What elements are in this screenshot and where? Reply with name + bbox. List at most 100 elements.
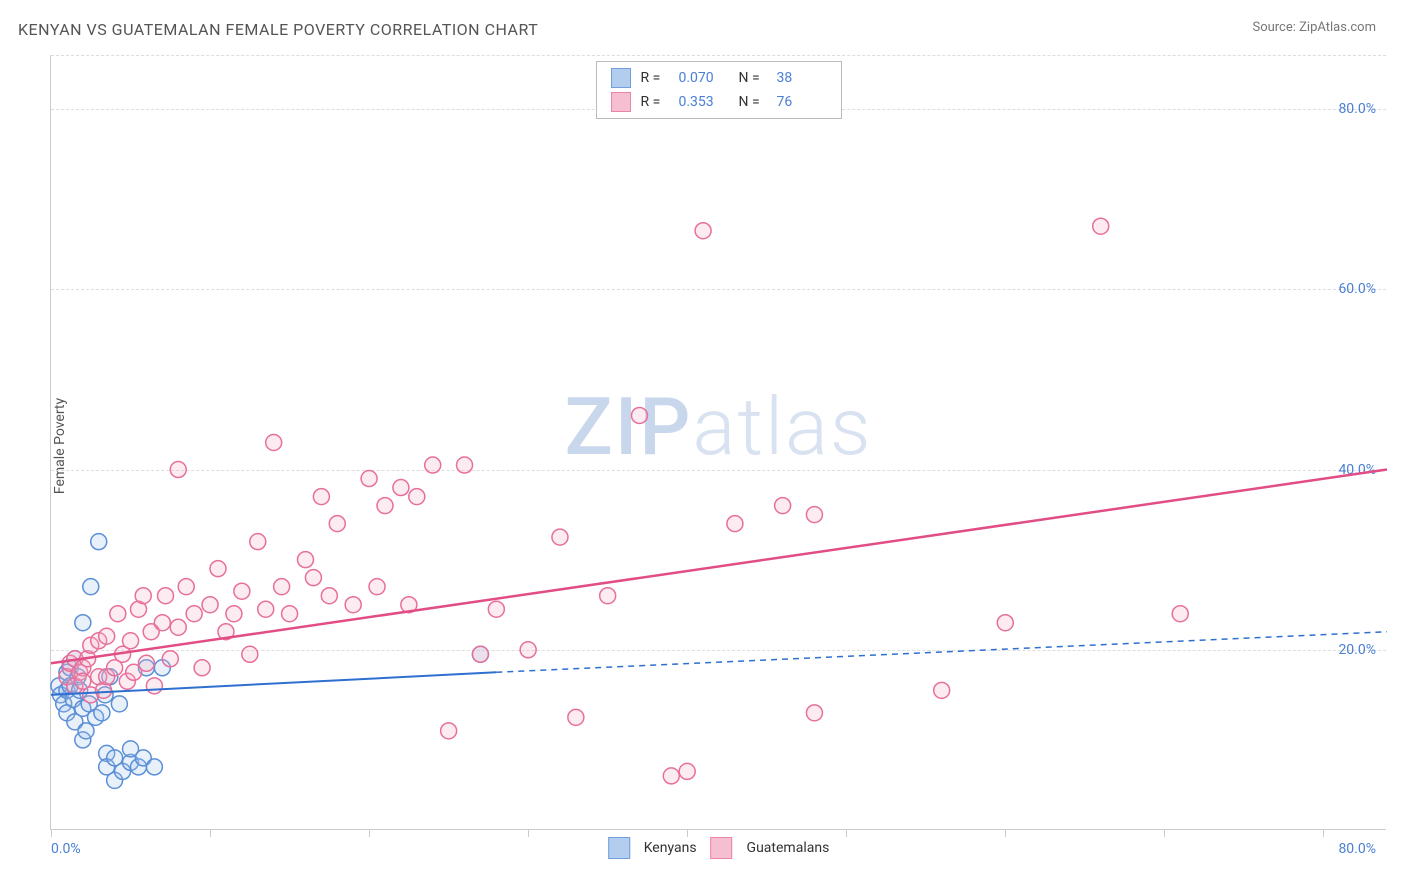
data-point <box>258 601 274 617</box>
legend-row-kenyans: R = 0.070 N = 38 <box>607 66 831 90</box>
data-point <box>170 462 186 478</box>
swatch-kenyans <box>611 68 631 88</box>
data-point <box>934 682 950 698</box>
data-point <box>361 471 377 487</box>
data-point <box>663 768 679 784</box>
data-point <box>242 646 258 662</box>
data-point <box>135 588 151 604</box>
r-label: R = <box>641 94 669 110</box>
legend-label-guatemalans: Guatemalans <box>747 840 830 856</box>
source-name: ZipAtlas.com <box>1299 20 1376 35</box>
data-point <box>425 457 441 473</box>
data-point <box>997 615 1013 631</box>
x-tick <box>210 829 211 837</box>
data-point <box>520 642 536 658</box>
data-point <box>329 516 345 532</box>
data-point <box>234 583 250 599</box>
swatch-kenyans-bottom <box>608 837 630 859</box>
data-point <box>226 606 242 622</box>
data-point <box>297 552 313 568</box>
x-tick <box>528 829 529 837</box>
data-point <box>83 579 99 595</box>
trend-line <box>51 470 1387 664</box>
data-point <box>250 534 266 550</box>
data-point <box>600 588 616 604</box>
data-point <box>321 588 337 604</box>
data-point <box>369 579 385 595</box>
data-point <box>202 597 218 613</box>
x-tick <box>846 829 847 837</box>
data-point <box>313 489 329 505</box>
data-point <box>162 651 178 667</box>
data-point <box>679 763 695 779</box>
data-point <box>146 678 162 694</box>
legend-label-kenyans: Kenyans <box>644 840 697 856</box>
chart-svg <box>51 55 1386 829</box>
r-label: R = <box>641 70 669 86</box>
x-tick <box>51 829 52 837</box>
data-point <box>111 696 127 712</box>
data-point <box>472 646 488 662</box>
x-tick <box>1164 829 1165 837</box>
x-tick <box>1005 829 1006 837</box>
x-tick <box>687 829 688 837</box>
data-point <box>441 723 457 739</box>
x-tick <box>1323 829 1324 837</box>
n-label: N = <box>739 94 767 110</box>
data-point <box>806 705 822 721</box>
legend-correlation: R = 0.070 N = 38 R = 0.353 N = 76 <box>596 61 842 119</box>
x-end-label: 80.0% <box>1338 841 1376 857</box>
data-point <box>194 660 210 676</box>
data-point <box>568 709 584 725</box>
data-point <box>123 633 139 649</box>
n-value-guatemalans: 76 <box>777 94 827 110</box>
data-point <box>170 619 186 635</box>
data-point <box>94 705 110 721</box>
data-point <box>110 606 126 622</box>
data-point <box>158 588 174 604</box>
data-point <box>775 498 791 514</box>
data-point <box>488 601 504 617</box>
data-point <box>727 516 743 532</box>
data-point <box>377 498 393 514</box>
data-point <box>274 579 290 595</box>
plot-area: ZIPatlas 20.0%40.0%60.0%80.0% R = 0.070 … <box>50 55 1386 830</box>
data-point <box>393 480 409 496</box>
data-point <box>1093 218 1109 234</box>
data-point <box>178 579 194 595</box>
source-prefix: Source: <box>1252 20 1299 35</box>
data-point <box>457 457 473 473</box>
data-point <box>409 489 425 505</box>
data-point <box>138 655 154 671</box>
chart-title: KENYAN VS GUATEMALAN FEMALE POVERTY CORR… <box>18 20 538 39</box>
data-point <box>806 507 822 523</box>
r-value-kenyans: 0.070 <box>679 70 729 86</box>
data-point <box>266 435 282 451</box>
data-point <box>1172 606 1188 622</box>
chart-container: KENYAN VS GUATEMALAN FEMALE POVERTY CORR… <box>0 0 1406 892</box>
data-point <box>146 759 162 775</box>
data-point <box>282 606 298 622</box>
data-point <box>210 561 226 577</box>
source-attribution: Source: ZipAtlas.com <box>1252 20 1376 35</box>
legend-series: Kenyans Guatemalans <box>608 837 830 859</box>
trend-line <box>496 632 1387 673</box>
data-point <box>75 615 91 631</box>
data-point <box>305 570 321 586</box>
x-origin-label: 0.0% <box>51 841 81 857</box>
data-point <box>91 534 107 550</box>
data-point <box>78 723 94 739</box>
data-point <box>99 628 115 644</box>
data-point <box>695 223 711 239</box>
swatch-guatemalans <box>611 92 631 112</box>
data-point <box>345 597 361 613</box>
n-value-kenyans: 38 <box>777 70 827 86</box>
legend-row-guatemalans: R = 0.353 N = 76 <box>607 90 831 114</box>
x-tick <box>369 829 370 837</box>
data-point <box>186 606 202 622</box>
n-label: N = <box>739 70 767 86</box>
r-value-guatemalans: 0.353 <box>679 94 729 110</box>
swatch-guatemalans-bottom <box>711 837 733 859</box>
data-point <box>552 529 568 545</box>
data-point <box>631 407 647 423</box>
